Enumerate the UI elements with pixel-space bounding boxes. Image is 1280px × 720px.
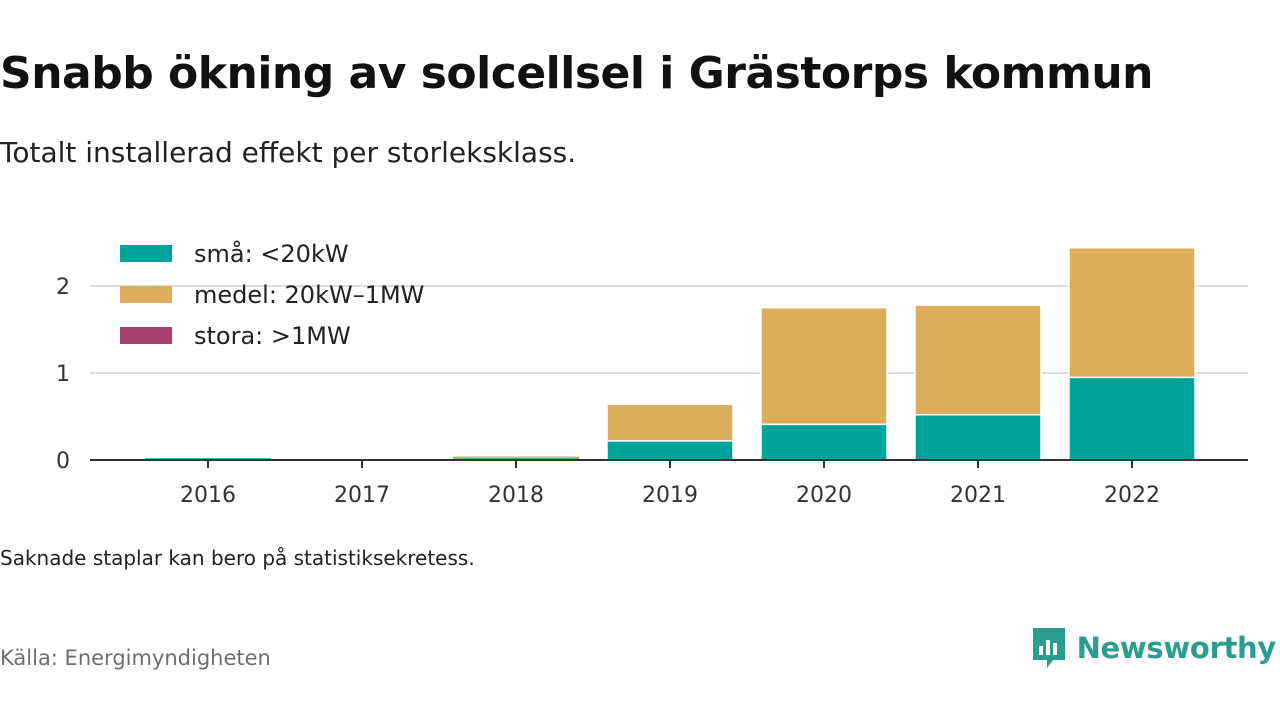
bar-segment [606, 403, 734, 442]
legend-label: stora: >1MW [194, 322, 351, 350]
x-tick-label: 2022 [1104, 483, 1160, 508]
bar-segment [914, 414, 1042, 461]
bar-segment [914, 304, 1042, 416]
footnote: Saknade staplar kan bero på statistiksek… [0, 546, 475, 570]
bar-chart: 0 1 2 2016 2017 2018 2019 2020 2021 2022 små: <2… [56, 239, 1248, 508]
x-tick-label: 2020 [796, 483, 852, 508]
x-tick-label: 2021 [950, 483, 1006, 508]
legend-label: medel: 20kW–1MW [194, 281, 424, 309]
newsworthy-logo-icon [1032, 628, 1065, 668]
bar-segment [1068, 376, 1196, 461]
chart-subtitle: Totalt installerad effekt per storlekskl… [0, 136, 577, 169]
brand-logo[interactable]: Newsworthy [1031, 626, 1276, 670]
y-tick-label: 0 [56, 449, 70, 474]
y-tick-label: 2 [56, 275, 70, 300]
bar-segment [606, 440, 734, 461]
chart-title: Snabb ökning av solcellsel i Grästorps k… [0, 48, 1153, 99]
x-tick-label: 2017 [334, 483, 390, 508]
bars [145, 246, 1196, 461]
x-tick-label: 2018 [488, 483, 544, 508]
bar-segment [1068, 246, 1196, 379]
y-tick-label: 1 [56, 362, 70, 387]
bar-segment [760, 423, 888, 461]
y-axis-ticks: 0 1 2 [56, 275, 70, 474]
legend-swatch [120, 245, 172, 262]
legend-swatch [120, 286, 172, 303]
legend: små: <20kW medel: 20kW–1MW stora: >1MW [120, 239, 424, 350]
gridlines [90, 285, 1248, 374]
x-axis-ticks: 2016 2017 2018 2019 2020 2021 2022 [180, 483, 1160, 508]
legend-swatch [120, 327, 172, 344]
bar-segment [453, 456, 579, 459]
legend-label: små: <20kW [194, 239, 349, 268]
x-axis [90, 459, 1248, 468]
brand-name: Newsworthy [1076, 631, 1277, 665]
x-tick-label: 2016 [180, 483, 236, 508]
bar-segment [760, 307, 888, 426]
x-tick-label: 2019 [642, 483, 698, 508]
source-note: Källa: Energimyndigheten [0, 646, 271, 670]
